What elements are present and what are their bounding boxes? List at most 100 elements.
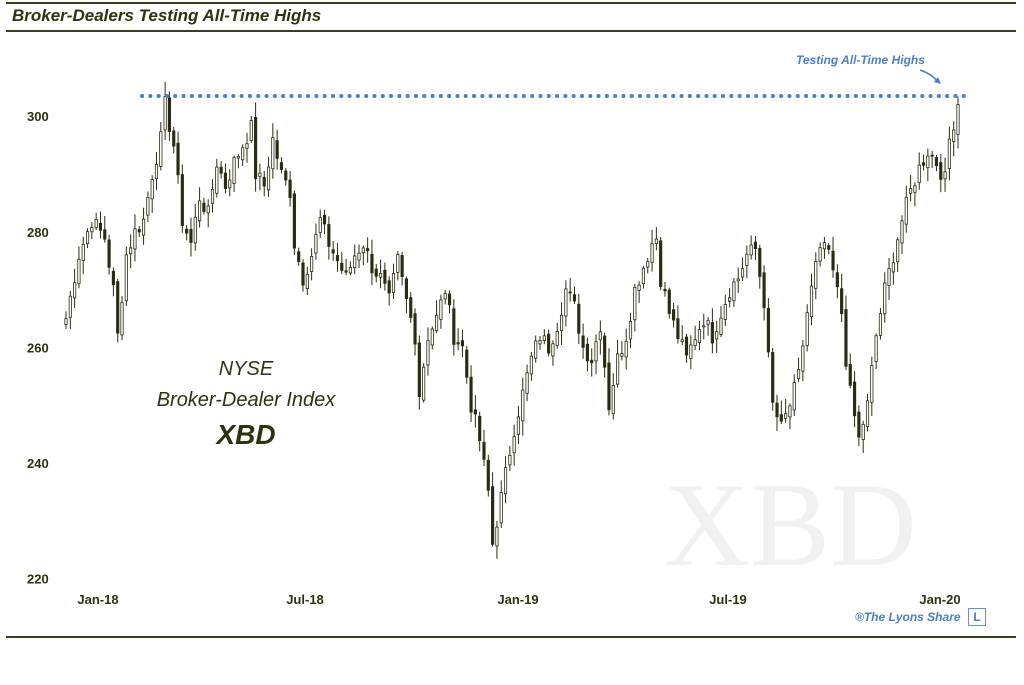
candle — [465, 346, 469, 384]
candle — [822, 236, 826, 259]
candle — [525, 364, 529, 402]
candle — [921, 154, 926, 171]
candle — [150, 175, 154, 213]
candle — [206, 199, 210, 228]
candle — [202, 197, 206, 215]
candle — [952, 121, 956, 157]
candle — [439, 294, 443, 329]
candle — [857, 405, 861, 447]
x-tick-label-2: Jan-19 — [497, 592, 538, 607]
candle — [417, 335, 421, 410]
candle — [344, 258, 348, 276]
candle — [94, 212, 98, 231]
candle — [478, 411, 482, 452]
candle — [413, 308, 417, 356]
candle — [853, 371, 857, 428]
candle — [430, 326, 434, 350]
candle — [736, 267, 740, 293]
candle — [370, 239, 374, 286]
candle — [771, 347, 775, 411]
candle — [508, 445, 512, 471]
center-label-line-1: NYSE — [219, 358, 274, 380]
title-underline — [6, 30, 1016, 32]
watermark-text: XBD — [663, 458, 916, 591]
candle — [796, 357, 801, 383]
candle — [64, 311, 68, 330]
copyright-text: ®The Lyons Share — [855, 610, 961, 624]
candle — [340, 251, 344, 275]
candle — [288, 170, 292, 207]
candle — [689, 335, 693, 369]
candle — [180, 164, 184, 233]
candle — [426, 327, 430, 376]
candle — [572, 286, 577, 305]
candle — [878, 308, 883, 340]
candle — [827, 243, 831, 255]
x-tick-label-0: Jan-18 — [77, 592, 118, 607]
candle — [452, 299, 456, 356]
candle — [301, 259, 305, 292]
candle — [469, 365, 473, 422]
candle — [887, 257, 891, 300]
candle — [654, 227, 658, 251]
candle — [861, 420, 865, 453]
candle — [710, 308, 714, 354]
candle — [939, 154, 943, 193]
candle — [305, 266, 309, 295]
candle — [883, 272, 887, 323]
candle — [133, 214, 137, 262]
candle — [917, 152, 921, 190]
candle — [633, 283, 637, 332]
y-tick-label-1: 240 — [27, 456, 49, 471]
candlestick-chart: XBD Testing All-Time Highs 220 240 260 280 3… — [27, 53, 970, 607]
candle — [672, 302, 676, 328]
candle — [547, 329, 551, 357]
candle — [740, 257, 745, 282]
candle — [728, 288, 732, 308]
x-tick-label-4: Jan-20 — [919, 592, 960, 607]
candle — [98, 211, 103, 239]
candle — [129, 234, 133, 269]
candle — [758, 244, 762, 289]
candle — [693, 325, 697, 350]
candle — [534, 335, 538, 363]
candle — [637, 281, 641, 304]
candle — [680, 325, 684, 346]
candle — [232, 155, 236, 193]
candle — [865, 394, 870, 432]
candle — [585, 337, 589, 372]
candle — [189, 217, 193, 257]
candle — [594, 334, 598, 375]
candle — [361, 245, 365, 266]
candle — [322, 209, 327, 235]
candle — [818, 242, 822, 267]
candle — [896, 237, 900, 272]
candle — [891, 252, 895, 285]
candle — [615, 339, 620, 388]
candle — [512, 424, 516, 466]
candle — [107, 234, 111, 275]
candle — [245, 132, 249, 163]
candle — [684, 333, 689, 363]
candle — [521, 377, 525, 436]
candle — [473, 395, 477, 428]
candle — [934, 154, 939, 172]
candle — [874, 333, 878, 370]
candle — [193, 203, 197, 251]
annotation-arrow — [919, 69, 939, 83]
candle — [409, 292, 413, 323]
candle — [258, 163, 262, 191]
candle — [628, 313, 633, 349]
candle — [77, 246, 81, 289]
candle — [814, 252, 818, 300]
candle — [495, 520, 499, 559]
candle — [378, 259, 383, 289]
candle — [90, 222, 94, 240]
candle — [353, 244, 357, 275]
candle — [292, 190, 296, 255]
candle — [870, 356, 874, 417]
candle — [831, 236, 835, 278]
candle — [120, 295, 124, 341]
candle — [435, 300, 439, 334]
candle — [577, 293, 581, 344]
